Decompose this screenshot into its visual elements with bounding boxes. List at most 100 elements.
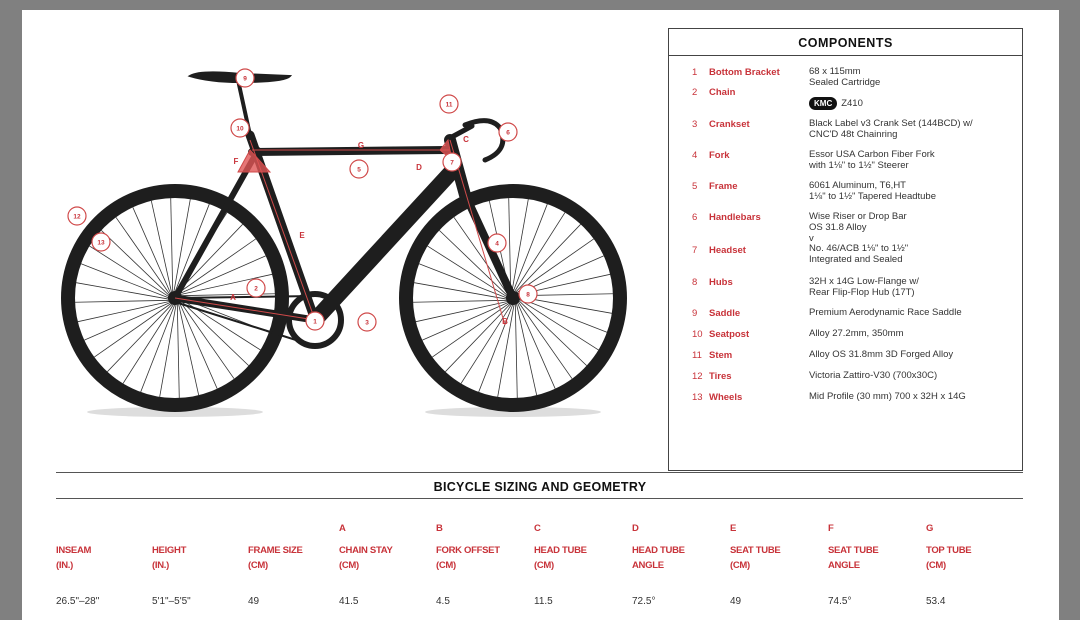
component-number: 5 bbox=[692, 181, 698, 192]
column-value: 5'1"–5'5" bbox=[152, 596, 191, 607]
column-value: 11.5 bbox=[534, 596, 553, 607]
column-unit: (IN.) bbox=[152, 560, 169, 571]
component-value: Black Label v3 Crank Set (144BCD) w/ CNC… bbox=[809, 118, 973, 140]
chain-model: Z410 bbox=[841, 98, 863, 109]
column-unit: (CM) bbox=[926, 560, 946, 571]
component-number: 6 bbox=[692, 212, 698, 223]
component-label: Saddle bbox=[709, 308, 741, 319]
column-letter: G bbox=[926, 523, 934, 534]
component-label: Seatpost bbox=[709, 329, 750, 340]
geometry-column: D HEAD TUBE ANGLE 72.5° bbox=[632, 523, 685, 607]
component-label: Headset bbox=[709, 245, 746, 256]
marker-10: 10 bbox=[230, 118, 250, 138]
component-value: Alloy OS 31.8mm 3D Forged Alloy bbox=[809, 349, 954, 360]
component-value: 6061 Aluminum, T6,HT 1⅛" to 1½" Tapered … bbox=[809, 180, 936, 202]
geometry-letter-A: A bbox=[230, 293, 236, 302]
component-number: 13 bbox=[692, 392, 703, 403]
geometry-letter-F: F bbox=[234, 157, 239, 166]
marker-7: 7 bbox=[442, 152, 462, 172]
component-label: Bottom Bracket bbox=[709, 67, 780, 78]
geometry-title: BICYCLE SIZING AND GEOMETRY bbox=[433, 480, 647, 494]
column-header: TOP TUBE bbox=[926, 545, 972, 556]
column-header: FORK OFFSET bbox=[436, 545, 500, 556]
geometry-column: F SEAT TUBE ANGLE 74.5° bbox=[828, 523, 879, 607]
svg-text:10: 10 bbox=[236, 126, 244, 133]
component-value: Mid Profile (30 mm) 700 x 32H x 14G bbox=[809, 391, 966, 402]
column-letter: D bbox=[632, 523, 639, 534]
geometry-column: B FORK OFFSET (CM) 4.5 bbox=[436, 523, 500, 607]
geometry-column: INSEAM (IN.) 26.5"–28" bbox=[56, 523, 99, 607]
geometry-lines bbox=[174, 138, 506, 326]
column-letter: C bbox=[534, 523, 541, 534]
geometry-column: E SEAT TUBE (CM) 49 bbox=[730, 523, 781, 607]
geometry-column: HEIGHT (IN.) 5'1"–5'5" bbox=[152, 523, 191, 607]
divider bbox=[56, 472, 1023, 473]
column-value: 72.5° bbox=[632, 596, 656, 607]
component-label: Tires bbox=[709, 371, 732, 382]
component-number: 12 bbox=[692, 371, 703, 382]
column-letter: F bbox=[828, 523, 834, 534]
column-value: 53.4 bbox=[926, 596, 946, 607]
svg-text:4: 4 bbox=[495, 241, 499, 248]
column-letter: A bbox=[339, 523, 346, 534]
column-letter bbox=[248, 523, 303, 543]
marker-3: 3 bbox=[357, 312, 377, 332]
column-value: 4.5 bbox=[436, 596, 450, 607]
divider bbox=[56, 498, 1023, 499]
column-value: 41.5 bbox=[339, 596, 359, 607]
svg-text:5: 5 bbox=[357, 167, 361, 174]
geometry-letter-D: D bbox=[416, 163, 422, 172]
geometry-column: A CHAIN STAY (CM) 41.5 bbox=[339, 523, 393, 607]
component-label: Frame bbox=[709, 181, 738, 192]
marker-1: 1 bbox=[305, 311, 325, 331]
kmc-logo: KMC bbox=[809, 97, 838, 110]
svg-text:11: 11 bbox=[446, 102, 453, 109]
column-unit: (IN.) bbox=[56, 560, 73, 571]
component-label: Hubs bbox=[709, 277, 733, 288]
column-header: INSEAM bbox=[56, 545, 92, 556]
component-number: 3 bbox=[692, 119, 698, 130]
svg-text:13: 13 bbox=[97, 240, 105, 247]
component-label: Chain bbox=[709, 87, 736, 98]
component-number: 9 bbox=[692, 308, 698, 319]
component-label: Fork bbox=[709, 150, 730, 161]
marker-12: 12 bbox=[67, 206, 87, 226]
marker-8: 8 bbox=[518, 284, 538, 304]
component-number: 4 bbox=[692, 150, 698, 161]
component-number: 10 bbox=[692, 329, 703, 340]
component-number: 1 bbox=[692, 67, 698, 78]
component-value: Alloy 27.2mm, 350mm bbox=[809, 328, 904, 339]
svg-text:12: 12 bbox=[73, 214, 81, 221]
front-wheel bbox=[399, 184, 627, 412]
column-unit: (CM) bbox=[534, 560, 554, 571]
component-value: 68 x 115mm Sealed Cartridge bbox=[809, 66, 881, 88]
column-unit: ANGLE bbox=[632, 560, 664, 571]
svg-text:6: 6 bbox=[506, 130, 510, 137]
component-label: Stem bbox=[709, 350, 733, 361]
marker-4: 4 bbox=[487, 233, 507, 253]
component-number: 11 bbox=[692, 350, 702, 361]
column-letter bbox=[152, 523, 186, 543]
component-value: Wise Riser or Drop Bar OS 31.8 Alloy v bbox=[809, 211, 907, 244]
geometry-column: FRAME SIZE (CM) 49 bbox=[248, 523, 303, 607]
svg-text:9: 9 bbox=[243, 76, 247, 83]
marker-2: 2 bbox=[246, 278, 266, 298]
component-value: KMC Z410 bbox=[809, 97, 863, 110]
geometry-letter-C: C bbox=[463, 135, 469, 144]
component-label: Wheels bbox=[709, 392, 743, 403]
component-label: Handlebars bbox=[709, 212, 761, 223]
geometry-column: C HEAD TUBE (CM) 11.5 bbox=[534, 523, 587, 607]
component-value: 32H x 14G Low-Flange w/ Rear Flip-Flop H… bbox=[809, 276, 919, 298]
column-unit: (CM) bbox=[730, 560, 750, 571]
marker-13: 13 bbox=[91, 232, 111, 252]
column-value: 74.5° bbox=[828, 596, 852, 607]
svg-text:8: 8 bbox=[526, 292, 530, 299]
svg-text:3: 3 bbox=[365, 320, 369, 327]
column-header: FRAME SIZE bbox=[248, 545, 303, 556]
marker-9: 9 bbox=[235, 68, 255, 88]
column-header: HEAD TUBE bbox=[632, 545, 685, 556]
column-letter bbox=[56, 523, 91, 543]
component-number: 7 bbox=[692, 245, 698, 256]
column-unit: (CM) bbox=[436, 560, 456, 571]
